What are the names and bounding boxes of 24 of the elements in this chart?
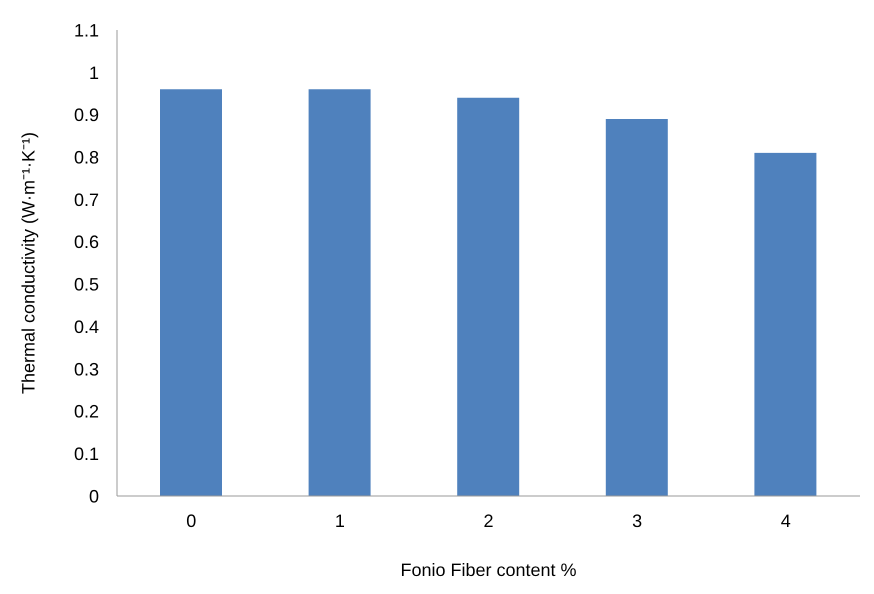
bar xyxy=(606,118,668,496)
bar xyxy=(457,98,520,496)
x-tick-label: 1 xyxy=(334,510,345,531)
y-tick-label: 0.5 xyxy=(74,274,99,295)
y-tick-label: 0.9 xyxy=(74,105,99,126)
y-tick-label: 0.8 xyxy=(74,147,99,168)
y-tick-label: 0.7 xyxy=(74,190,99,210)
y-tick-label: 1.1 xyxy=(74,20,99,40)
y-tick-label: 1 xyxy=(88,62,99,83)
x-tick-label: 2 xyxy=(483,510,494,531)
bar xyxy=(160,89,222,496)
y-tick-label: 0.1 xyxy=(74,444,99,464)
bar xyxy=(308,89,371,496)
y-axis-title: Thermal conductivity (W·m⁻¹·K⁻¹) xyxy=(18,132,38,394)
y-tick-label: 0.4 xyxy=(74,316,99,337)
bar xyxy=(754,152,816,496)
x-tick-label: 4 xyxy=(780,510,791,531)
y-tick-label: 0.6 xyxy=(74,232,99,252)
x-tick-label: 3 xyxy=(632,510,642,531)
x-tick-label: 0 xyxy=(186,510,196,531)
x-axis-title: Fonio Fiber content % xyxy=(400,560,577,580)
y-tick-label: 0.2 xyxy=(74,402,99,422)
y-tick-label: 0.3 xyxy=(74,359,99,380)
y-tick-label: 0 xyxy=(88,486,99,506)
